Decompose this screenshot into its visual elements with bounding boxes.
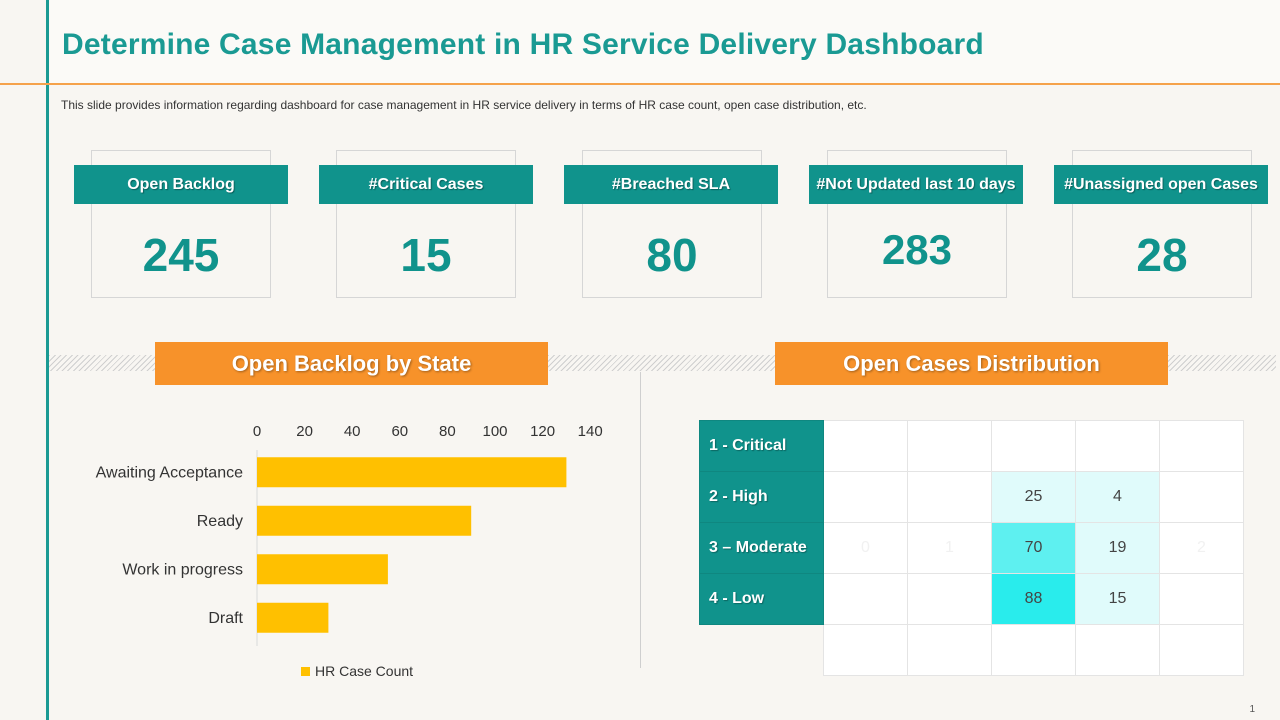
- matrix-cell: 0: [823, 522, 908, 574]
- category-label: Ready: [197, 513, 243, 530]
- page-number: 1: [1249, 704, 1255, 715]
- distribution-matrix: 1 - Critical 2 - High 25 4 3 – Moderate 0 1 70 1…: [699, 420, 1244, 676]
- x-tick-label: 140: [578, 423, 603, 440]
- page-title: Determine Case Management in HR Service …: [62, 28, 984, 61]
- matrix-cell: [907, 573, 992, 625]
- x-tick-label: 40: [344, 423, 361, 440]
- hatch-divider-right: [1168, 355, 1276, 371]
- matrix-cell: 19: [1075, 522, 1160, 574]
- x-tick-label: 80: [439, 423, 456, 440]
- matrix-cell: [823, 573, 908, 625]
- matrix-cell: [823, 471, 908, 523]
- legend-label: HR Case Count: [315, 663, 413, 679]
- matrix-cell: 4: [1075, 471, 1160, 523]
- matrix-column-label: [1075, 624, 1160, 676]
- matrix-corner: [700, 625, 824, 676]
- x-tick-label: 0: [253, 423, 261, 440]
- title-band: [49, 0, 1280, 84]
- x-tick-label: 100: [482, 423, 507, 440]
- category-label: Work in progress: [122, 561, 243, 578]
- x-tick-label: 20: [296, 423, 313, 440]
- kpi-value-not-updated: 283: [881, 226, 953, 273]
- matrix-cell: [1159, 471, 1244, 523]
- hatch-divider-left: [49, 355, 155, 371]
- matrix-cell: [823, 420, 908, 472]
- matrix-row: 3 – Moderate 0 1 70 19 2: [699, 522, 1244, 574]
- x-tick-label: 120: [530, 423, 555, 440]
- matrix-row-label: 4 - Low: [699, 573, 824, 625]
- kpi-label-open-backlog: Open Backlog: [74, 165, 288, 204]
- matrix-column-label: [823, 624, 908, 676]
- page-subtitle: This slide provides information regardin…: [61, 98, 867, 112]
- matrix-row-label: 2 - High: [699, 471, 824, 523]
- category-label: Draft: [208, 610, 243, 627]
- kpi-value-breached-sla: 80: [646, 229, 698, 281]
- matrix-row: 2 - High 25 4: [699, 471, 1244, 523]
- bar: [257, 602, 329, 633]
- matrix-column-label: [1159, 624, 1244, 676]
- matrix-cell: [1159, 420, 1244, 472]
- kpi-label-breached-sla: #Breached SLA: [564, 165, 778, 204]
- matrix-cell: [907, 420, 992, 472]
- left-accent-bar: [46, 0, 49, 720]
- section-divider: [640, 372, 641, 668]
- matrix-column-label: [907, 624, 992, 676]
- matrix-row: 1 - Critical: [699, 420, 1244, 472]
- matrix-column-label: [991, 624, 1076, 676]
- section-title-distribution: Open Cases Distribution: [775, 342, 1168, 385]
- matrix-cell: 70: [991, 522, 1076, 574]
- matrix-cell: [1075, 420, 1160, 472]
- kpi-value-unassigned: 28: [1136, 229, 1188, 281]
- kpi-value-critical-cases: 15: [400, 229, 452, 281]
- kpi-label-unassigned: #Unassigned open Cases: [1054, 165, 1268, 204]
- kpi-label-not-updated: #Not Updated last 10 days: [809, 165, 1023, 204]
- matrix-cell: [991, 420, 1076, 472]
- x-tick-label: 60: [391, 423, 408, 440]
- kpi-label-critical-cases: #Critical Cases: [319, 165, 533, 204]
- matrix-cell: 88: [991, 573, 1076, 625]
- bar: [257, 457, 567, 488]
- matrix-row: 4 - Low 88 15: [699, 573, 1244, 625]
- kpi-value-open-backlog: 245: [142, 229, 220, 281]
- matrix-cell: 2: [1159, 522, 1244, 574]
- backlog-bar-chart: 0 20 40 60 80 100 120 140 Awaiting Acceptance Re…: [96, 423, 603, 679]
- section-title-backlog: Open Backlog by State: [155, 342, 548, 385]
- matrix-cell: [907, 471, 992, 523]
- matrix-row-label: 3 – Moderate: [699, 522, 824, 574]
- matrix-cell: 25: [991, 471, 1076, 523]
- matrix-cell: [1159, 573, 1244, 625]
- matrix-column-labels: [700, 624, 1244, 676]
- matrix-row-label: 1 - Critical: [699, 420, 824, 472]
- bar: [257, 554, 388, 585]
- matrix-cell: 1: [907, 522, 992, 574]
- bar: [257, 505, 472, 536]
- title-underline: [0, 83, 1280, 85]
- matrix-cell: 15: [1075, 573, 1160, 625]
- legend-swatch: [301, 667, 310, 676]
- hatch-divider-middle: [548, 355, 775, 371]
- category-label: Awaiting Acceptance: [96, 464, 243, 481]
